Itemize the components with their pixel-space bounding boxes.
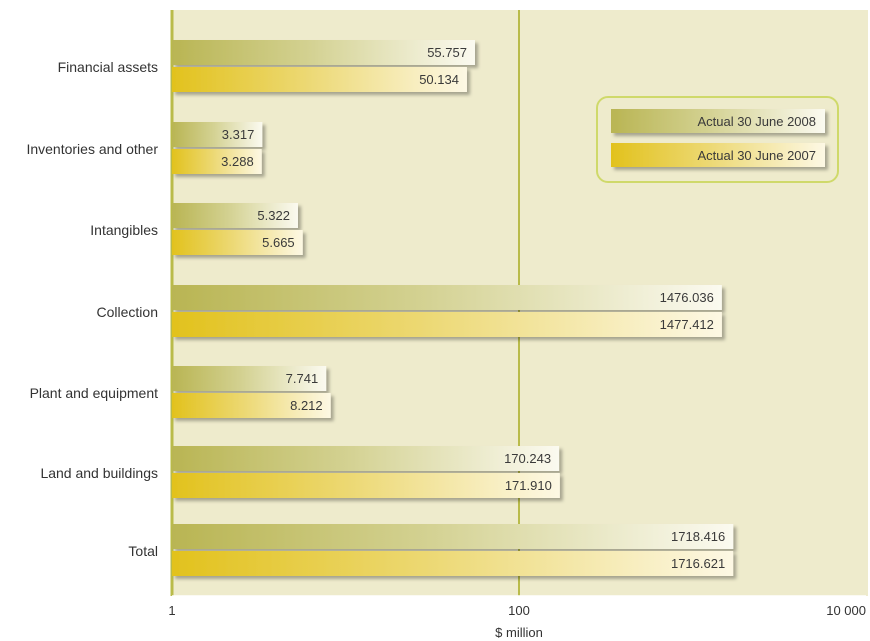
bar <box>172 67 467 92</box>
value-label: 171.910 <box>505 478 552 493</box>
bar <box>172 524 734 549</box>
bar <box>172 312 722 337</box>
value-label: 1716.621 <box>671 556 725 571</box>
value-label: 3.288 <box>221 154 254 169</box>
bar <box>172 473 560 498</box>
category-label: Inventories and other <box>26 141 158 157</box>
value-label: 7.741 <box>286 371 319 386</box>
legend-entry: Actual 30 June 2007 <box>697 148 816 163</box>
legend-entry: Actual 30 June 2008 <box>697 114 816 129</box>
value-label: 3.317 <box>222 127 255 142</box>
bar <box>172 40 475 65</box>
value-label: 1477.412 <box>660 317 714 332</box>
bar <box>172 230 303 255</box>
value-label: 5.322 <box>257 208 290 223</box>
value-label: 1718.416 <box>671 529 725 544</box>
bar <box>172 285 722 310</box>
category-label: Total <box>128 543 158 559</box>
bar <box>172 203 298 228</box>
value-label: 8.212 <box>290 398 323 413</box>
value-label: 55.757 <box>427 45 467 60</box>
x-tick-label: 100 <box>508 603 530 618</box>
x-tick-label: 10 000 <box>826 603 866 618</box>
legend-box <box>596 96 839 183</box>
category-label: Collection <box>97 304 158 320</box>
x-tick-label: 1 <box>168 603 175 618</box>
category-label: Plant and equipment <box>30 385 159 401</box>
category-label: Financial assets <box>58 59 158 75</box>
category-label: Land and buildings <box>40 465 158 481</box>
bar <box>172 149 262 174</box>
bar <box>172 446 560 471</box>
legend-swatch <box>611 143 825 167</box>
legend-swatch <box>611 109 825 133</box>
bar <box>172 551 734 576</box>
value-label: 5.665 <box>262 235 295 250</box>
bar <box>172 393 331 418</box>
value-label: 50.134 <box>419 72 459 87</box>
value-label: 1476.036 <box>660 290 714 305</box>
bar <box>172 366 327 391</box>
category-label: Intangibles <box>90 222 158 238</box>
bar <box>172 122 263 147</box>
value-label: 170.243 <box>504 451 551 466</box>
x-axis-label: $ million <box>495 625 543 640</box>
